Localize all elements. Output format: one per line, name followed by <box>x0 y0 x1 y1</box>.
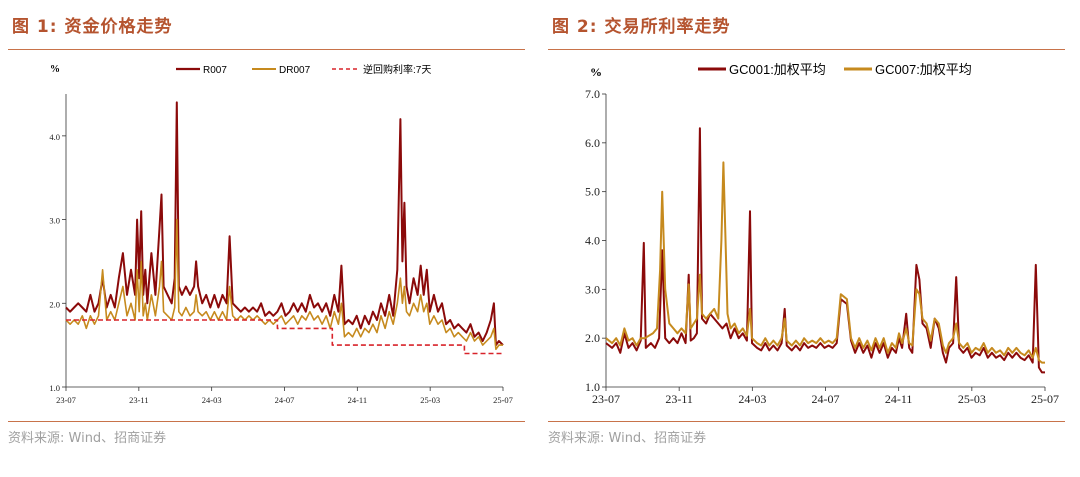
legend-label-gc007: GC007:加权平均 <box>875 62 972 77</box>
left-y-unit: % <box>50 64 60 75</box>
right-y-tick-label: 1.0 <box>585 380 600 394</box>
left-y-tick-label: 4.0 <box>49 132 60 142</box>
right-y-tick-label: 4.0 <box>585 234 600 248</box>
left-x-tick-label: 23-07 <box>56 395 76 405</box>
right-series-line-2 <box>605 161 1045 364</box>
right-x-tick-label: 25-03 <box>958 392 986 406</box>
right-x-tick-label: 23-07 <box>592 392 620 406</box>
left-x-tick-label: 24-03 <box>202 395 222 405</box>
right-legend: GC001:加权平均 GC007:加权平均 <box>698 62 972 77</box>
left-x-tick-label: 24-11 <box>348 395 368 405</box>
right-y-tick-label: 6.0 <box>585 136 600 150</box>
left-series-line-1 <box>65 101 504 347</box>
left-title-rule <box>8 49 525 50</box>
right-axes: 1.0 2.0 3.0 4.0 5.0 6.0 7.0 23-07 23-11 24-03 24-0… <box>585 87 1059 406</box>
right-x-tick-label: 24-07 <box>812 392 840 406</box>
right-chart: % GC001:加权平均 GC007:加权平均 1.0 2.0 3.0 4.0 5.0 6… <box>585 62 1059 406</box>
left-legend: R007 DR007 逆回购利率:7天 <box>176 63 431 76</box>
right-series <box>605 127 1045 374</box>
right-y-tick-label: 7.0 <box>585 87 600 101</box>
right-y-tick-label: 2.0 <box>585 331 600 345</box>
right-y-unit: % <box>590 65 602 79</box>
right-x-tick-label: 25-07 <box>1031 392 1059 406</box>
legend-label-reverse-repo: 逆回购利率:7天 <box>363 63 431 76</box>
legend-label-dr007: DR007 <box>279 65 311 76</box>
left-axes: 1.0 2.0 3.0 4.0 23-07 23-11 24-03 24-07 24-11 25-… <box>49 94 513 405</box>
right-source-note: 资料来源: Wind、招商证券 <box>548 431 707 446</box>
left-x-tick-label: 24-07 <box>275 395 295 405</box>
right-x-tick-label: 24-03 <box>738 392 766 406</box>
right-y-tick-label: 3.0 <box>585 282 600 296</box>
left-y-tick-label: 3.0 <box>49 216 60 226</box>
left-series-line-3 <box>66 319 503 355</box>
legend-label-gc001: GC001:加权平均 <box>729 62 826 77</box>
left-chart: % R007 DR007 逆回购利率:7天 1.0 2.0 3.0 4.0 23-07 2… <box>49 63 513 405</box>
left-y-tick-label: 2.0 <box>49 299 60 309</box>
right-x-tick-label: 24-11 <box>885 392 913 406</box>
right-x-tick-label: 23-11 <box>665 392 693 406</box>
right-source-rule <box>548 421 1065 422</box>
right-title-rule <box>548 49 1065 50</box>
left-series <box>65 101 504 355</box>
left-source-note: 资料来源: Wind、招商证券 <box>8 431 167 446</box>
left-x-tick-label: 23-11 <box>129 395 149 405</box>
left-y-tick-label: 1.0 <box>49 383 60 393</box>
left-series-line-2 <box>65 218 503 351</box>
left-x-tick-label: 25-03 <box>420 395 440 405</box>
right-figure-title: 图 2: 交易所利率走势 <box>552 17 731 37</box>
legend-label-r007: R007 <box>203 65 227 76</box>
right-y-tick-label: 5.0 <box>585 185 600 199</box>
left-figure-title: 图 1: 资金价格走势 <box>12 17 173 37</box>
right-figure-panel: 图 2: 交易所利率走势 % GC001:加权平均 GC007:加权平均 1.0… <box>548 0 1073 477</box>
left-figure-panel: 图 1: 资金价格走势 % R007 DR007 逆回购利率:7天 1.0 2.0… <box>8 0 533 477</box>
left-source-rule <box>8 421 525 422</box>
right-series-line-1 <box>605 127 1045 374</box>
left-x-tick-label: 25-07 <box>493 395 513 405</box>
